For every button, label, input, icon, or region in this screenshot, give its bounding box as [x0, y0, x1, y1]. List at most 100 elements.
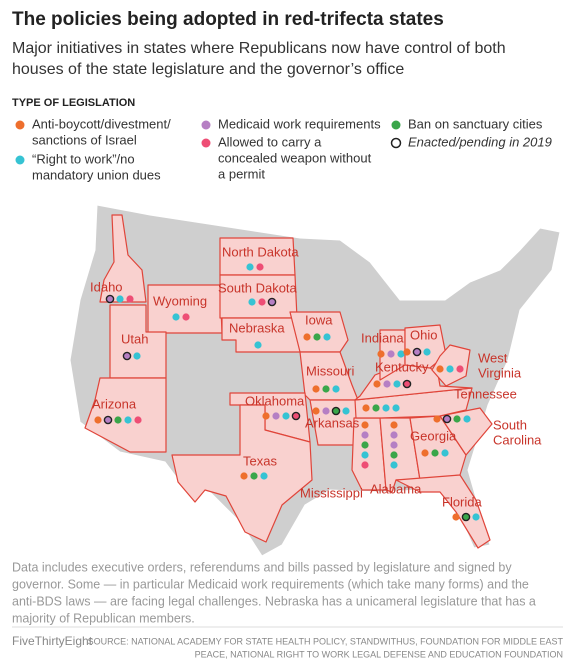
policy-dot [272, 412, 280, 420]
policy-dot [260, 472, 268, 480]
state-label: Carolina [493, 432, 542, 447]
policy-dot [114, 416, 122, 424]
state-label: Virginia [478, 365, 522, 380]
state-shape [439, 407, 493, 456]
state-label: South Dakota [218, 280, 298, 295]
policy-dot [446, 365, 454, 373]
policy-dot [421, 449, 429, 457]
state-label: North Dakota [222, 244, 299, 259]
policy-dot [332, 385, 340, 393]
policy-dot [267, 297, 277, 307]
state-label: Idaho [90, 279, 123, 294]
legend-swatch [201, 120, 211, 130]
policy-dot [442, 414, 452, 424]
title: The policies being adopted in red-trifec… [12, 9, 444, 30]
state-label: Texas [243, 453, 277, 468]
state-shape [431, 344, 471, 387]
policy-dot [246, 263, 254, 271]
state-label: Wyoming [153, 293, 207, 308]
state-label: Kentucky [375, 359, 429, 374]
policy-dot [122, 351, 132, 361]
policy-dot [453, 415, 461, 423]
policy-dot [361, 441, 369, 449]
policy-dot [362, 404, 370, 412]
source: PEACE, NATIONAL RIGHT TO WORK LEGAL DEFE… [195, 649, 563, 659]
state-label: Missouri [306, 363, 355, 378]
legend-label: Enacted/pending in 2019 [408, 134, 552, 149]
policy-dot [240, 472, 248, 480]
policy-dot [452, 513, 460, 521]
policy-dot [322, 385, 330, 393]
policy-dot [390, 431, 398, 439]
policy-dot [291, 411, 301, 421]
policy-dot [372, 404, 380, 412]
state-label: Alabama [370, 481, 422, 496]
legend-title: TYPE OF LEGISLATION [12, 97, 135, 109]
policy-dot [172, 313, 180, 321]
policy-dot [258, 298, 266, 306]
legend-swatch [201, 138, 211, 148]
state-label: Florida [442, 494, 483, 509]
policy-dot [390, 421, 398, 429]
state-label: West [478, 350, 508, 365]
policy-dot [262, 412, 270, 420]
policy-dot [361, 431, 369, 439]
state-label: Indiana [361, 330, 404, 345]
policy-dot [373, 380, 381, 388]
policy-dot [182, 313, 190, 321]
policy-dot [282, 412, 290, 420]
policy-dot [313, 333, 321, 341]
policy-dot [124, 416, 132, 424]
legend-swatch [15, 120, 25, 130]
policy-dot [390, 461, 398, 469]
policy-dot [463, 415, 471, 423]
policy-dot [461, 512, 471, 522]
policy-dot [105, 294, 115, 304]
policy-dot [126, 295, 134, 303]
legend-label: mandatory union dues [32, 167, 161, 182]
policy-dot [312, 385, 320, 393]
policy-dot [431, 449, 439, 457]
policy-dot [412, 347, 422, 357]
state-label: South [493, 417, 527, 432]
footnote-line: anti-BDS laws — are facing legal challen… [12, 594, 536, 608]
state-label: Georgia [410, 428, 457, 443]
legend-label: Anti-boycott/divestment/ [32, 116, 171, 131]
footnote-line: Data includes executive orders, referend… [12, 560, 512, 574]
policy-dot [331, 406, 341, 416]
legend-swatch [390, 137, 402, 149]
policy-dot [361, 421, 369, 429]
policy-dot [103, 415, 113, 425]
footnote-line: governor. Some — in particular Medicaid … [12, 577, 529, 591]
policy-dot [397, 350, 405, 358]
policy-dot [361, 451, 369, 459]
footnote: Data includes executive orders, referend… [12, 560, 536, 625]
state-shape [147, 284, 223, 334]
policy-dot [256, 263, 264, 271]
state-shape [289, 311, 349, 353]
state-label: Tennessee [454, 386, 517, 401]
policy-dot [392, 404, 400, 412]
policy-dot [436, 365, 444, 373]
state-label: Arkansas [305, 415, 360, 430]
legend-label: sanctions of Israel [32, 132, 137, 147]
brand: FiveThirtyEight [12, 634, 93, 648]
policy-dot [387, 350, 395, 358]
policy-dot [342, 407, 350, 415]
footnote-line: majority of Republican members. [12, 611, 195, 625]
legend-label: a permit [218, 166, 265, 181]
policy-dot [390, 451, 398, 459]
policy-dot [322, 407, 330, 415]
state-label: Ohio [410, 327, 437, 342]
state-label: Mississippi [300, 485, 363, 500]
state-shape [99, 214, 147, 303]
state-label: Utah [121, 331, 148, 346]
policy-dot [361, 461, 369, 469]
state-shape [84, 377, 167, 453]
policy-dot [383, 380, 391, 388]
legend-label: “Right to work”/no [32, 151, 135, 166]
state-label: Nebraska [229, 320, 285, 335]
state-label: Oklahoma [245, 393, 305, 408]
